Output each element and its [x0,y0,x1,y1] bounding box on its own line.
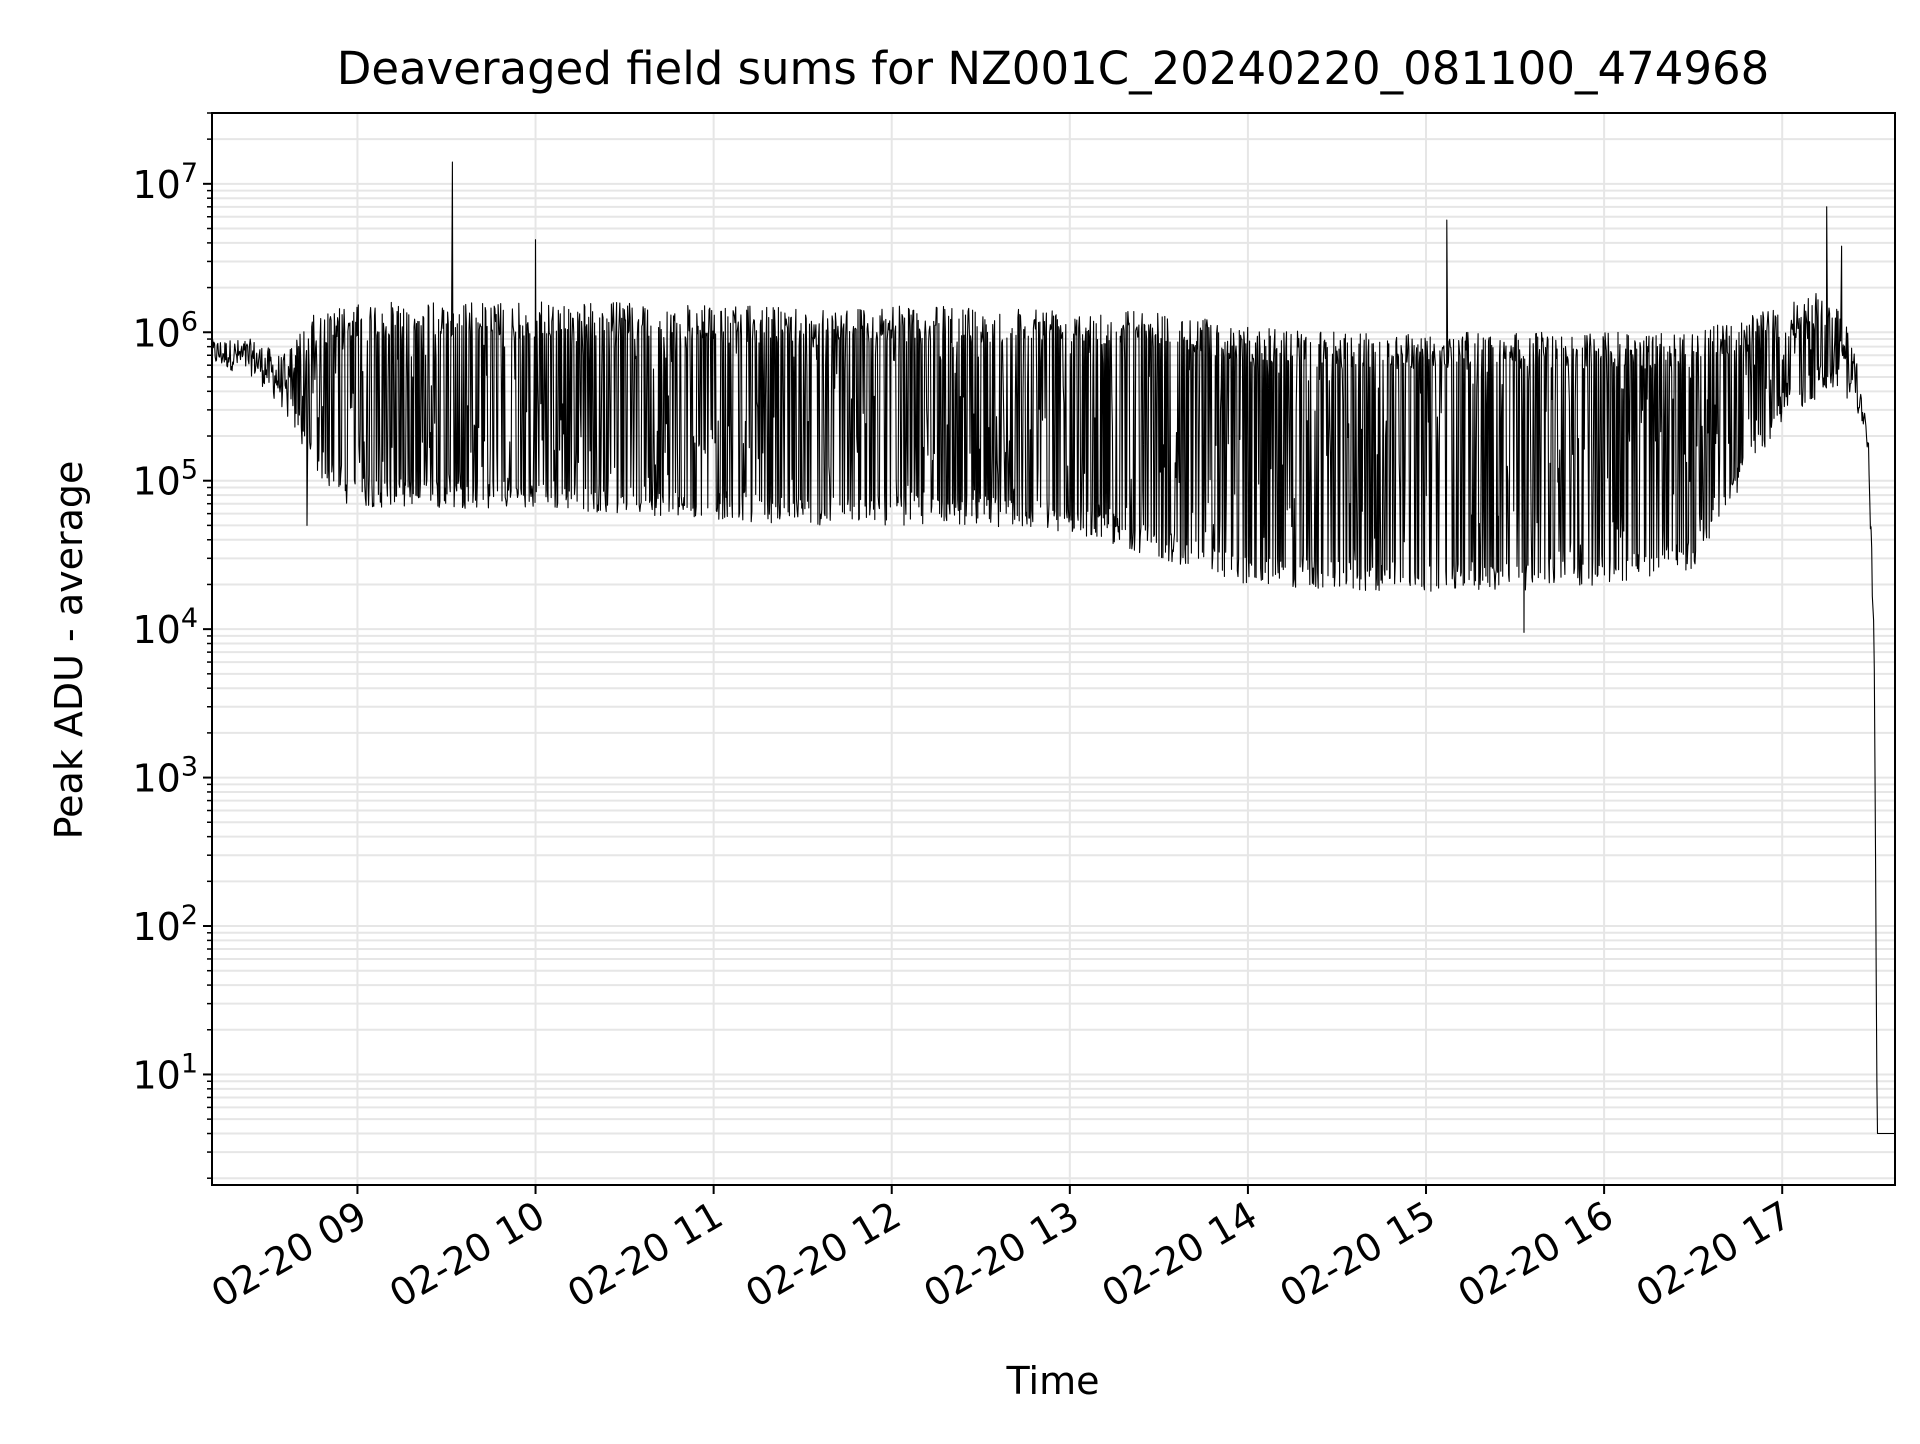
y-tick-exponent: 6 [181,306,198,337]
y-tick-exponent: 7 [181,158,198,189]
y-tick-exponent: 5 [181,455,198,486]
series-line [211,161,1895,1135]
x-axis-label: Time [1006,1359,1100,1403]
data-series [211,161,1895,1135]
y-tick-exponent: 1 [181,1048,198,1079]
y-tick-exponent: 4 [181,603,198,634]
y-tick-exponent: 3 [181,752,198,783]
chart-title: Deaveraged field sums for NZ001C_2024022… [337,42,1769,95]
y-tick-exponent: 2 [181,900,198,931]
y-axis-label: Peak ADU - average [47,461,91,840]
plot-frame [211,112,1896,1186]
